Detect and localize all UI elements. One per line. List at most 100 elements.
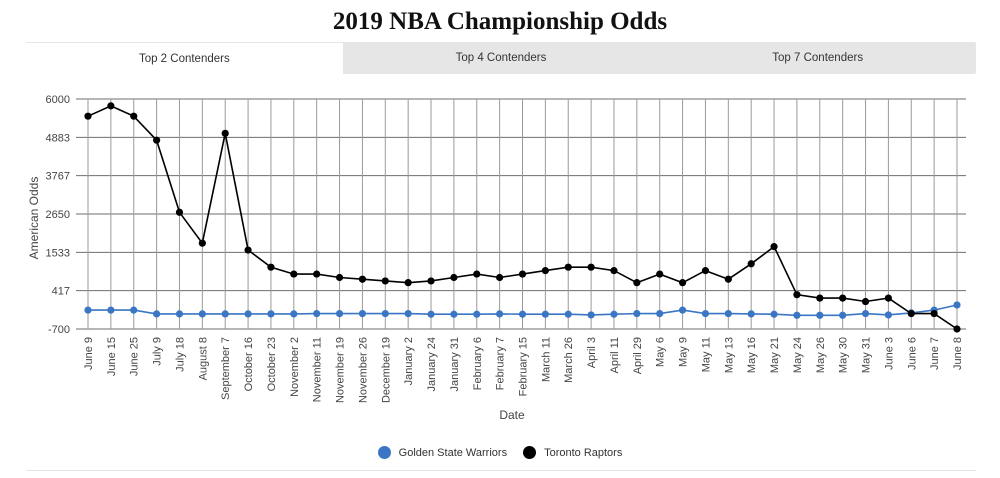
x-tick-label: November 2 (289, 337, 301, 397)
x-tick-label: May 26 (815, 337, 827, 373)
data-point-golden-state-warriors (313, 309, 321, 318)
legend-item-warriors[interactable]: Golden State Warriors (377, 446, 508, 459)
data-point-golden-state-warriors (816, 311, 824, 319)
x-tick-label: August 8 (197, 337, 209, 380)
x-tick-label: May 16 (746, 337, 758, 373)
data-point-golden-state-warriors (564, 310, 572, 318)
y-axis-label: American Odds (27, 177, 41, 260)
tab-top-4-contenders[interactable]: Top 4 Contenders (455, 52, 547, 64)
x-tick-label: October 23 (266, 337, 278, 391)
y-tick-label: 4883 (46, 132, 70, 144)
x-tick-label: February 6 (472, 337, 484, 390)
data-point-golden-state-warriors (747, 310, 755, 318)
data-point-toronto-raptors (747, 260, 755, 268)
odds-line-chart: 6000 4883 3767 2650 1533 417 -700 June 9 June 1… (27, 94, 966, 422)
data-point-toronto-raptors (267, 263, 275, 271)
gridlines (76, 98, 966, 330)
data-point-toronto-raptors (473, 270, 481, 278)
data-point-golden-state-warriors (884, 311, 892, 319)
x-tick-label: July 18 (174, 337, 186, 372)
tab-top-2-contenders[interactable]: Top 2 Contenders (26, 42, 343, 74)
data-point-golden-state-warriors (861, 309, 870, 318)
data-point-toronto-raptors (107, 102, 115, 110)
data-point-golden-state-warriors (358, 309, 367, 318)
data-point-golden-state-warriors (793, 311, 801, 319)
x-tick-label: May 24 (792, 337, 804, 373)
x-tick-label: April 11 (609, 337, 621, 373)
data-point-golden-state-warriors (221, 310, 229, 318)
data-point-toronto-raptors (381, 277, 389, 285)
y-tick-label: -700 (48, 324, 70, 336)
data-point-toronto-raptors (884, 294, 892, 302)
x-tick-label: June 6 (906, 337, 918, 370)
data-point-golden-state-warriors (770, 310, 778, 318)
x-tick-label: May 31 (861, 337, 873, 373)
data-point-toronto-raptors (153, 136, 161, 144)
data-point-golden-state-warriors (153, 310, 161, 318)
data-point-golden-state-warriors (335, 309, 344, 318)
x-axis-ticks: June 9 June 15 June 25 July 9 July 18 August … (83, 337, 964, 403)
data-point-toronto-raptors (953, 325, 961, 333)
legend-marker-warriors (377, 446, 391, 459)
x-tick-label: March 26 (563, 337, 575, 383)
data-point-golden-state-warriors (610, 310, 618, 318)
tab-top-7-contenders[interactable]: Top 7 Contenders (772, 52, 864, 64)
data-point-toronto-raptors (770, 243, 778, 251)
legend-item-raptors[interactable]: Toronto Raptors (523, 446, 622, 459)
x-tick-label: October 16 (243, 337, 255, 391)
data-point-toronto-raptors (930, 309, 938, 318)
data-point-golden-state-warriors (107, 306, 115, 314)
x-tick-label: June 15 (106, 337, 118, 376)
data-point-golden-state-warriors (198, 310, 206, 318)
data-point-toronto-raptors (678, 279, 687, 287)
data-point-toronto-raptors (404, 279, 412, 287)
y-tick-label: 3767 (46, 171, 70, 183)
data-point-toronto-raptors (175, 208, 184, 216)
data-point-golden-state-warriors (518, 310, 527, 318)
x-tick-label: June 7 (929, 337, 941, 370)
data-point-golden-state-warriors (656, 309, 664, 318)
data-point-toronto-raptors (656, 270, 664, 278)
data-point-toronto-raptors (701, 267, 710, 275)
x-tick-label: May 30 (838, 337, 850, 373)
data-point-golden-state-warriors (84, 306, 92, 314)
data-point-golden-state-warriors (541, 310, 549, 318)
data-point-toronto-raptors (496, 273, 504, 282)
data-point-golden-state-warriors (450, 310, 458, 318)
data-point-golden-state-warriors (496, 310, 504, 318)
y-axis-ticks: 6000 4883 3767 2650 1533 417 -700 (46, 94, 70, 336)
data-point-golden-state-warriors (953, 301, 961, 309)
x-tick-label: June 3 (883, 337, 895, 370)
data-point-toronto-raptors (861, 297, 870, 306)
x-tick-label: February 15 (518, 337, 530, 396)
x-tick-label: November 19 (335, 337, 347, 403)
data-point-golden-state-warriors (427, 310, 435, 318)
data-point-toronto-raptors (450, 273, 458, 282)
x-tick-label: November 26 (357, 337, 369, 403)
data-point-toronto-raptors (198, 239, 206, 247)
data-point-toronto-raptors (610, 267, 618, 275)
legend-label-warriors: Golden State Warriors (398, 446, 508, 459)
data-point-golden-state-warriors (587, 311, 595, 319)
data-point-golden-state-warriors (839, 311, 847, 319)
chart-title: 2019 NBA Championship Odds (332, 8, 668, 35)
x-tick-label: September 7 (220, 337, 232, 400)
x-tick-label: May 13 (723, 337, 735, 373)
data-point-toronto-raptors (358, 275, 367, 283)
data-point-golden-state-warriors (724, 309, 732, 318)
legend-marker-raptors (523, 446, 537, 459)
data-point-toronto-raptors (633, 279, 641, 287)
data-point-toronto-raptors (839, 294, 847, 302)
data-point-toronto-raptors (244, 246, 252, 254)
legend-label-raptors: Toronto Raptors (544, 446, 623, 459)
data-point-toronto-raptors (313, 270, 321, 278)
x-tick-label: June 9 (83, 337, 95, 370)
data-point-golden-state-warriors (244, 310, 252, 318)
x-tick-label: January 2 (403, 337, 415, 385)
x-tick-label: March 11 (540, 337, 552, 382)
data-point-toronto-raptors (907, 309, 915, 318)
data-point-toronto-raptors (221, 129, 229, 137)
data-point-toronto-raptors (793, 291, 801, 299)
data-point-toronto-raptors (587, 263, 595, 271)
x-tick-label: January 24 (426, 337, 438, 391)
